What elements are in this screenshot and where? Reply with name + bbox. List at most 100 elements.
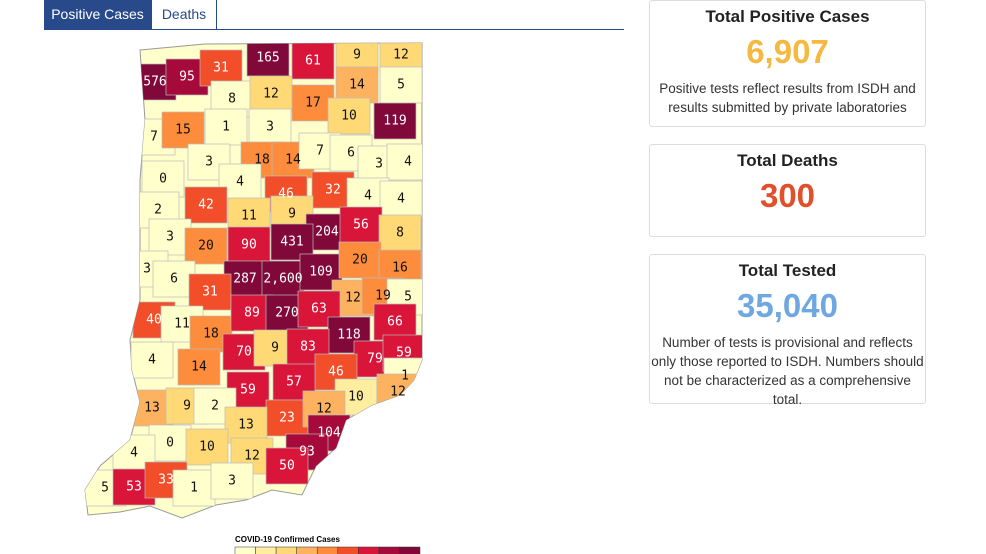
county-label: 31 [202, 285, 218, 300]
county-label: 19 [375, 289, 391, 304]
county [339, 206, 383, 244]
county [148, 218, 192, 256]
county-label: 83 [300, 340, 316, 355]
county-label: 10 [199, 440, 215, 455]
tab[interactable]: Deaths [151, 0, 217, 29]
county [177, 348, 221, 386]
county-label: 2 [154, 203, 162, 218]
county-label: 2,600 [263, 272, 302, 287]
county [224, 406, 268, 444]
county [227, 226, 271, 264]
county [327, 97, 371, 135]
card-title: Total Positive Cases [705, 7, 870, 26]
county-label: 2 [211, 399, 219, 414]
county-label: 1 [222, 120, 230, 135]
county-label: 15 [175, 123, 191, 138]
county-label: 13 [144, 401, 160, 416]
county-label: 14 [349, 78, 365, 93]
county-label: 59 [240, 383, 256, 398]
county [291, 84, 335, 122]
county-label: 4 [404, 155, 412, 170]
stat-card: Total Positive Cases 6,907 Positive tests … [649, 0, 926, 127]
county-label: 20 [198, 239, 214, 254]
note-line: Positive tests reflect results from ISDH… [659, 81, 916, 96]
card-value: 35,040 [737, 287, 838, 324]
county-label: 4 [130, 446, 138, 461]
legend-swatch [399, 546, 421, 554]
county-label: 118 [337, 328, 360, 343]
county-label: 9 [288, 207, 296, 222]
county-label: 16 [392, 261, 408, 276]
legend-swatch [296, 546, 318, 554]
county-label: 32 [325, 183, 341, 198]
county-label: 109 [309, 265, 332, 280]
legend-swatch [316, 546, 339, 554]
county-label: 14 [191, 360, 207, 375]
county [378, 214, 422, 252]
county-label: 95 [179, 70, 195, 85]
county [261, 260, 305, 298]
county [338, 241, 382, 279]
county-label: 287 [233, 272, 256, 287]
county [210, 462, 254, 500]
county-label: 18 [203, 327, 219, 342]
county-label: 4 [397, 192, 405, 207]
county [386, 143, 422, 181]
county-label: 23 [279, 411, 295, 426]
county [335, 66, 379, 104]
legend-swatch [255, 546, 277, 554]
county-label: 31 [213, 61, 229, 76]
county-label: 40 [146, 313, 162, 328]
stat-card: Total Deaths 300 [649, 144, 926, 237]
county-label: 11 [174, 317, 190, 332]
county [246, 43, 290, 77]
county-label: 70 [236, 345, 252, 360]
county-label: 3 [166, 230, 174, 245]
county-label: 53 [126, 480, 142, 495]
county-label: 66 [387, 315, 403, 330]
county-label: 14 [285, 153, 301, 168]
county-label: 10 [341, 109, 357, 124]
county-label: 89 [244, 306, 260, 321]
county-label: 3 [375, 157, 383, 172]
county [199, 49, 243, 87]
county-label: 11 [241, 209, 257, 224]
county [204, 108, 248, 146]
county [248, 108, 292, 146]
county-label: 46 [278, 187, 294, 202]
county-label: 93 [299, 445, 315, 460]
county-label: 50 [279, 459, 295, 474]
county [291, 43, 335, 80]
county-label: 7 [150, 130, 158, 145]
county [379, 66, 422, 104]
county-label: 9 [353, 48, 361, 63]
county-label: 20 [352, 253, 368, 268]
card-title: Total Deaths [737, 151, 838, 170]
county-label: 0 [159, 172, 167, 187]
county [379, 180, 422, 218]
tab[interactable]: Positive Cases [44, 0, 151, 29]
county-label: 1 [190, 481, 198, 496]
county-label: 8 [228, 92, 236, 107]
stat-card: Total Tested 35,040 Number of tests is pro… [649, 254, 926, 407]
county-label: 12 [393, 48, 409, 63]
county-label: 5 [101, 481, 109, 496]
county-label: 7 [316, 144, 324, 159]
county [148, 424, 192, 462]
county-label: 1 [401, 369, 409, 384]
county-label: 13 [238, 418, 254, 433]
county-label: 3 [205, 155, 213, 170]
county [373, 102, 417, 140]
county-label: 46 [328, 365, 344, 380]
county-label: 431 [280, 235, 303, 250]
county-label: 4 [364, 189, 372, 204]
county [152, 260, 196, 298]
county-label: 33 [158, 473, 174, 488]
county-label: 12 [316, 402, 332, 417]
card-title: Total Tested [738, 261, 837, 280]
card-note: Number of tests is provisional and refle… [650, 333, 925, 409]
legend-swatch [378, 546, 400, 554]
county-label: 165 [256, 51, 279, 66]
